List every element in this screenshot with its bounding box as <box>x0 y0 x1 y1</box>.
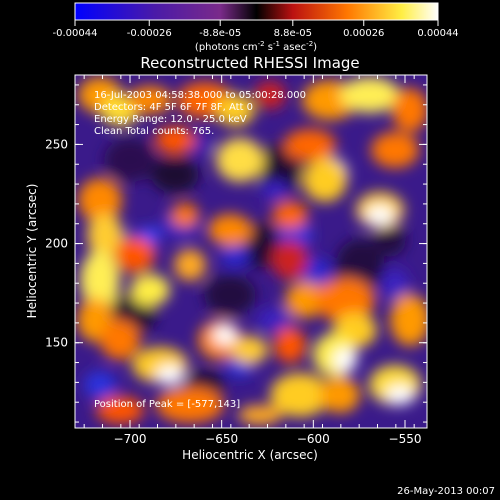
annotation-line: Clean Total counts: 765. <box>94 126 214 137</box>
heatmap-blob <box>171 203 199 227</box>
x-tick-label: −700 <box>114 432 147 446</box>
peak-position-label: Position of Peak = [-577,143] <box>94 399 240 410</box>
colorbar-tick-label: 8.8e-05 <box>274 28 312 39</box>
heatmap-blob <box>303 158 347 202</box>
x-tick-label: −650 <box>205 432 238 446</box>
footer-date: 26-May-2013 00:07 <box>397 486 495 497</box>
heatmap-blob <box>128 86 172 114</box>
y-tick-label: 200 <box>45 237 68 251</box>
heatmap-blob <box>272 240 308 280</box>
heatmap-blob <box>80 250 120 310</box>
heatmap-blob <box>216 138 264 182</box>
heatmap-blob <box>155 126 195 154</box>
heatmap-blob <box>96 396 144 424</box>
heatmap-blob <box>386 385 414 405</box>
y-tick-label: 150 <box>45 336 68 350</box>
heatmap-blob <box>156 387 224 423</box>
colorbar-tick-label: -0.00026 <box>127 28 172 39</box>
colorbar-tick-label: -0.00044 <box>53 28 98 39</box>
x-tick-label: −600 <box>297 432 330 446</box>
heatmap-blob <box>274 327 306 363</box>
heatmap-blob <box>272 201 308 229</box>
colorbar-ticks: -0.00044 -0.00026 -8.8e-05 8.8e-05 0.00026 0.… <box>53 20 459 39</box>
heatmap-image <box>75 75 427 428</box>
heatmap-blob <box>261 180 289 200</box>
heatmap-blob <box>100 320 140 360</box>
heatmap-blob <box>87 213 123 257</box>
heatmap-blob <box>285 282 325 318</box>
heatmap-blob <box>238 405 282 425</box>
heatmap-blob <box>390 294 427 346</box>
axis-ticks: −700 −650 −600 −550 150 200 250 <box>45 75 427 446</box>
heatmap-blob <box>174 249 206 281</box>
annotation-block: 16-Jul-2003 04:58:38.000 to 05:00:28.000… <box>94 90 306 137</box>
heatmap-blob <box>284 129 336 161</box>
annotation-line: 16-Jul-2003 04:58:38.000 to 05:00:28.000 <box>94 90 306 101</box>
plot-frame <box>74 74 428 429</box>
heatmap-blob <box>320 377 360 413</box>
heatmap-blob <box>340 77 400 113</box>
heatmap-blob <box>336 239 384 291</box>
y-tick-label: 250 <box>45 137 68 151</box>
colorbar-tick-label: -8.8e-05 <box>199 28 241 39</box>
x-axis-label: Heliocentric X (arcsec) <box>182 448 318 462</box>
heatmap-blob <box>215 94 255 126</box>
heatmap-blob <box>381 269 409 301</box>
heatmap-blob <box>254 81 286 109</box>
heatmap-blob <box>371 132 419 168</box>
colorbar-unit-label: (photons cm-2 s-1 asec-2) <box>195 40 317 53</box>
x-tick-label: −550 <box>389 432 422 446</box>
heatmap-blob <box>232 336 268 364</box>
heatmap-blob <box>257 308 293 332</box>
y-axis-label: Heliocentric Y (arcsec) <box>25 184 39 319</box>
heatmap-blob <box>151 157 199 193</box>
heatmap-blob <box>315 278 375 322</box>
annotation-line: Energy Range: 12.0 - 25.0 keV <box>94 114 247 125</box>
colorbar-tick-label: 0.00026 <box>343 28 384 39</box>
colorbar <box>74 2 439 21</box>
heatmap-blob <box>270 373 330 417</box>
heatmap-blob <box>156 365 184 385</box>
heatmap-blob <box>104 138 156 182</box>
heatmap-blob <box>130 274 170 306</box>
heatmap-blob <box>115 237 155 273</box>
heatmap-blob <box>204 275 256 315</box>
heatmap-blob <box>140 227 160 243</box>
chart-title: Reconstructed RHESSI Image <box>140 54 359 72</box>
heatmap-blob <box>221 243 249 267</box>
heatmap-blob <box>78 178 122 222</box>
heatmap-blob <box>374 224 406 256</box>
heatmap-blob <box>208 214 252 246</box>
heatmap-blob <box>84 371 116 399</box>
colorbar-tick-label: 0.00044 <box>417 28 458 39</box>
heatmap-blob <box>366 205 394 225</box>
heatmap-blob <box>213 325 237 345</box>
annotation-line: Detectors: 4F 5F 6F 7F 8F, Att 0 <box>94 102 253 113</box>
heatmap-blob <box>333 348 357 372</box>
heatmap-blob <box>392 88 427 132</box>
